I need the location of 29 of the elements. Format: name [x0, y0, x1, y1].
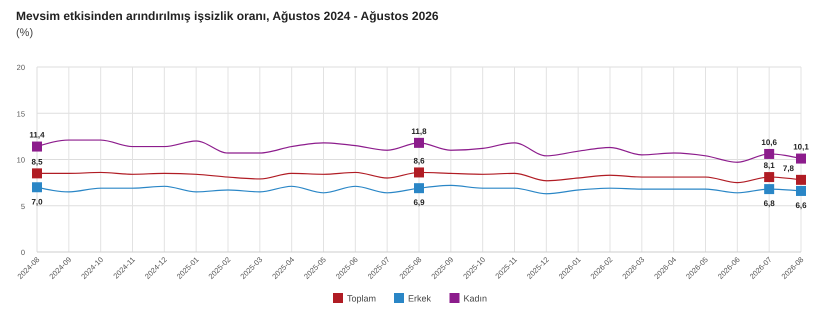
point: [796, 174, 806, 185]
data-label: 8,5: [31, 157, 44, 166]
data-label: 11,8: [411, 126, 428, 136]
legend-label: Kadın: [464, 294, 488, 304]
data-label: 10,6: [761, 138, 778, 147]
point: [764, 184, 774, 194]
data-label: 7,0: [31, 197, 44, 206]
chart-title: Mevsim etkisinden arındırılmış işsizlik oranı, Ağustos 2024 - Ağustos 2026: [16, 9, 439, 23]
point: [32, 182, 42, 192]
data-label: 6,6: [795, 200, 808, 210]
data-label: 7,8: [782, 164, 795, 173]
point: [764, 172, 774, 182]
point: [32, 168, 42, 178]
data-label: 8,6: [413, 156, 426, 166]
point: [414, 138, 424, 148]
point: [764, 148, 774, 159]
legend-label: Erkek: [408, 294, 432, 304]
point: [414, 167, 424, 178]
point: [796, 186, 806, 196]
data-label: 10,1: [793, 142, 810, 152]
chart-subtitle: (%): [16, 27, 34, 39]
data-label: 11,4: [29, 130, 46, 140]
point: [796, 154, 806, 164]
legend-label: Toplam: [347, 294, 376, 304]
data-label: 6,9: [413, 198, 426, 208]
data-label: 6,8: [764, 199, 776, 208]
point: [32, 142, 42, 152]
point: [414, 183, 424, 194]
data-label: 8,1: [764, 161, 776, 170]
